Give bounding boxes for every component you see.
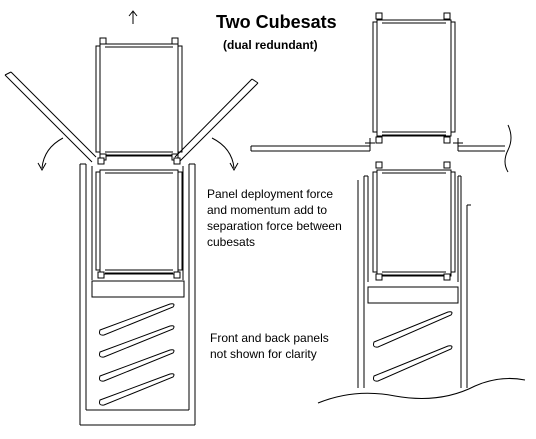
cutaway-line [317,378,526,404]
curved-arrow-icon-right [211,137,239,172]
up-arrow-icon [128,10,138,24]
deploying-panel-right [174,78,259,163]
panels-note: Front and back panels not shown for clar… [210,330,329,362]
right-top-cubesat [372,12,456,144]
deployment-note-line: Panel deployment force [207,187,334,201]
right-assembly [250,12,526,404]
deployment-note-line: cubesats [207,235,256,249]
deployment-note: Panel deployment force and momentum add … [207,186,342,250]
diagram-title: Two Cubesats [216,12,337,32]
deploying-panel-left [4,71,97,163]
deployer-pod-right [357,175,471,388]
diagram-subtitle: (dual redundant) [223,38,318,52]
pusher-plate-left [91,280,185,298]
pusher-plate-right [367,286,459,304]
deployment-note-line: separation force between [207,219,342,233]
spring-left [99,303,175,406]
deployed-panels-right [250,124,512,173]
panels-note-line: Front and back panels [210,331,329,345]
lower-cubesat-left [95,157,183,279]
panels-note-line: not shown for clarity [210,347,317,361]
spring-right [373,311,453,382]
deployment-note-line: and momentum add to [207,203,328,217]
left-assembly [4,10,259,426]
top-cubesat [95,37,183,161]
curved-arrow-icon-left [37,137,64,172]
right-lower-cubesat [372,161,456,281]
deployer-pod-left [79,163,196,426]
